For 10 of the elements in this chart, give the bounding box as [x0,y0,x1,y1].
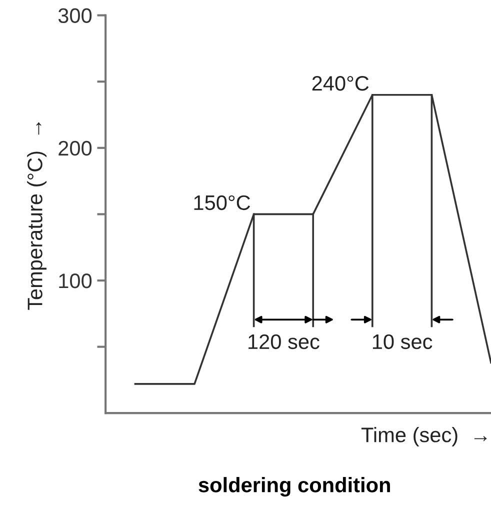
y-tick-label: 100 [59,274,92,288]
annotation: 10 sec [372,334,432,350]
text: soldering condition [198,477,390,497]
annotation: 120 sec [248,334,320,350]
y-tick-label: 200 [58,140,92,156]
y-tick-label: 300 [58,8,92,24]
annotation: 240°C [312,76,369,91]
annotation: 150°C [194,195,250,210]
y-axis-title: Temperature (°C) → [27,122,47,310]
x-axis-title: Time (sec) → [361,426,487,446]
